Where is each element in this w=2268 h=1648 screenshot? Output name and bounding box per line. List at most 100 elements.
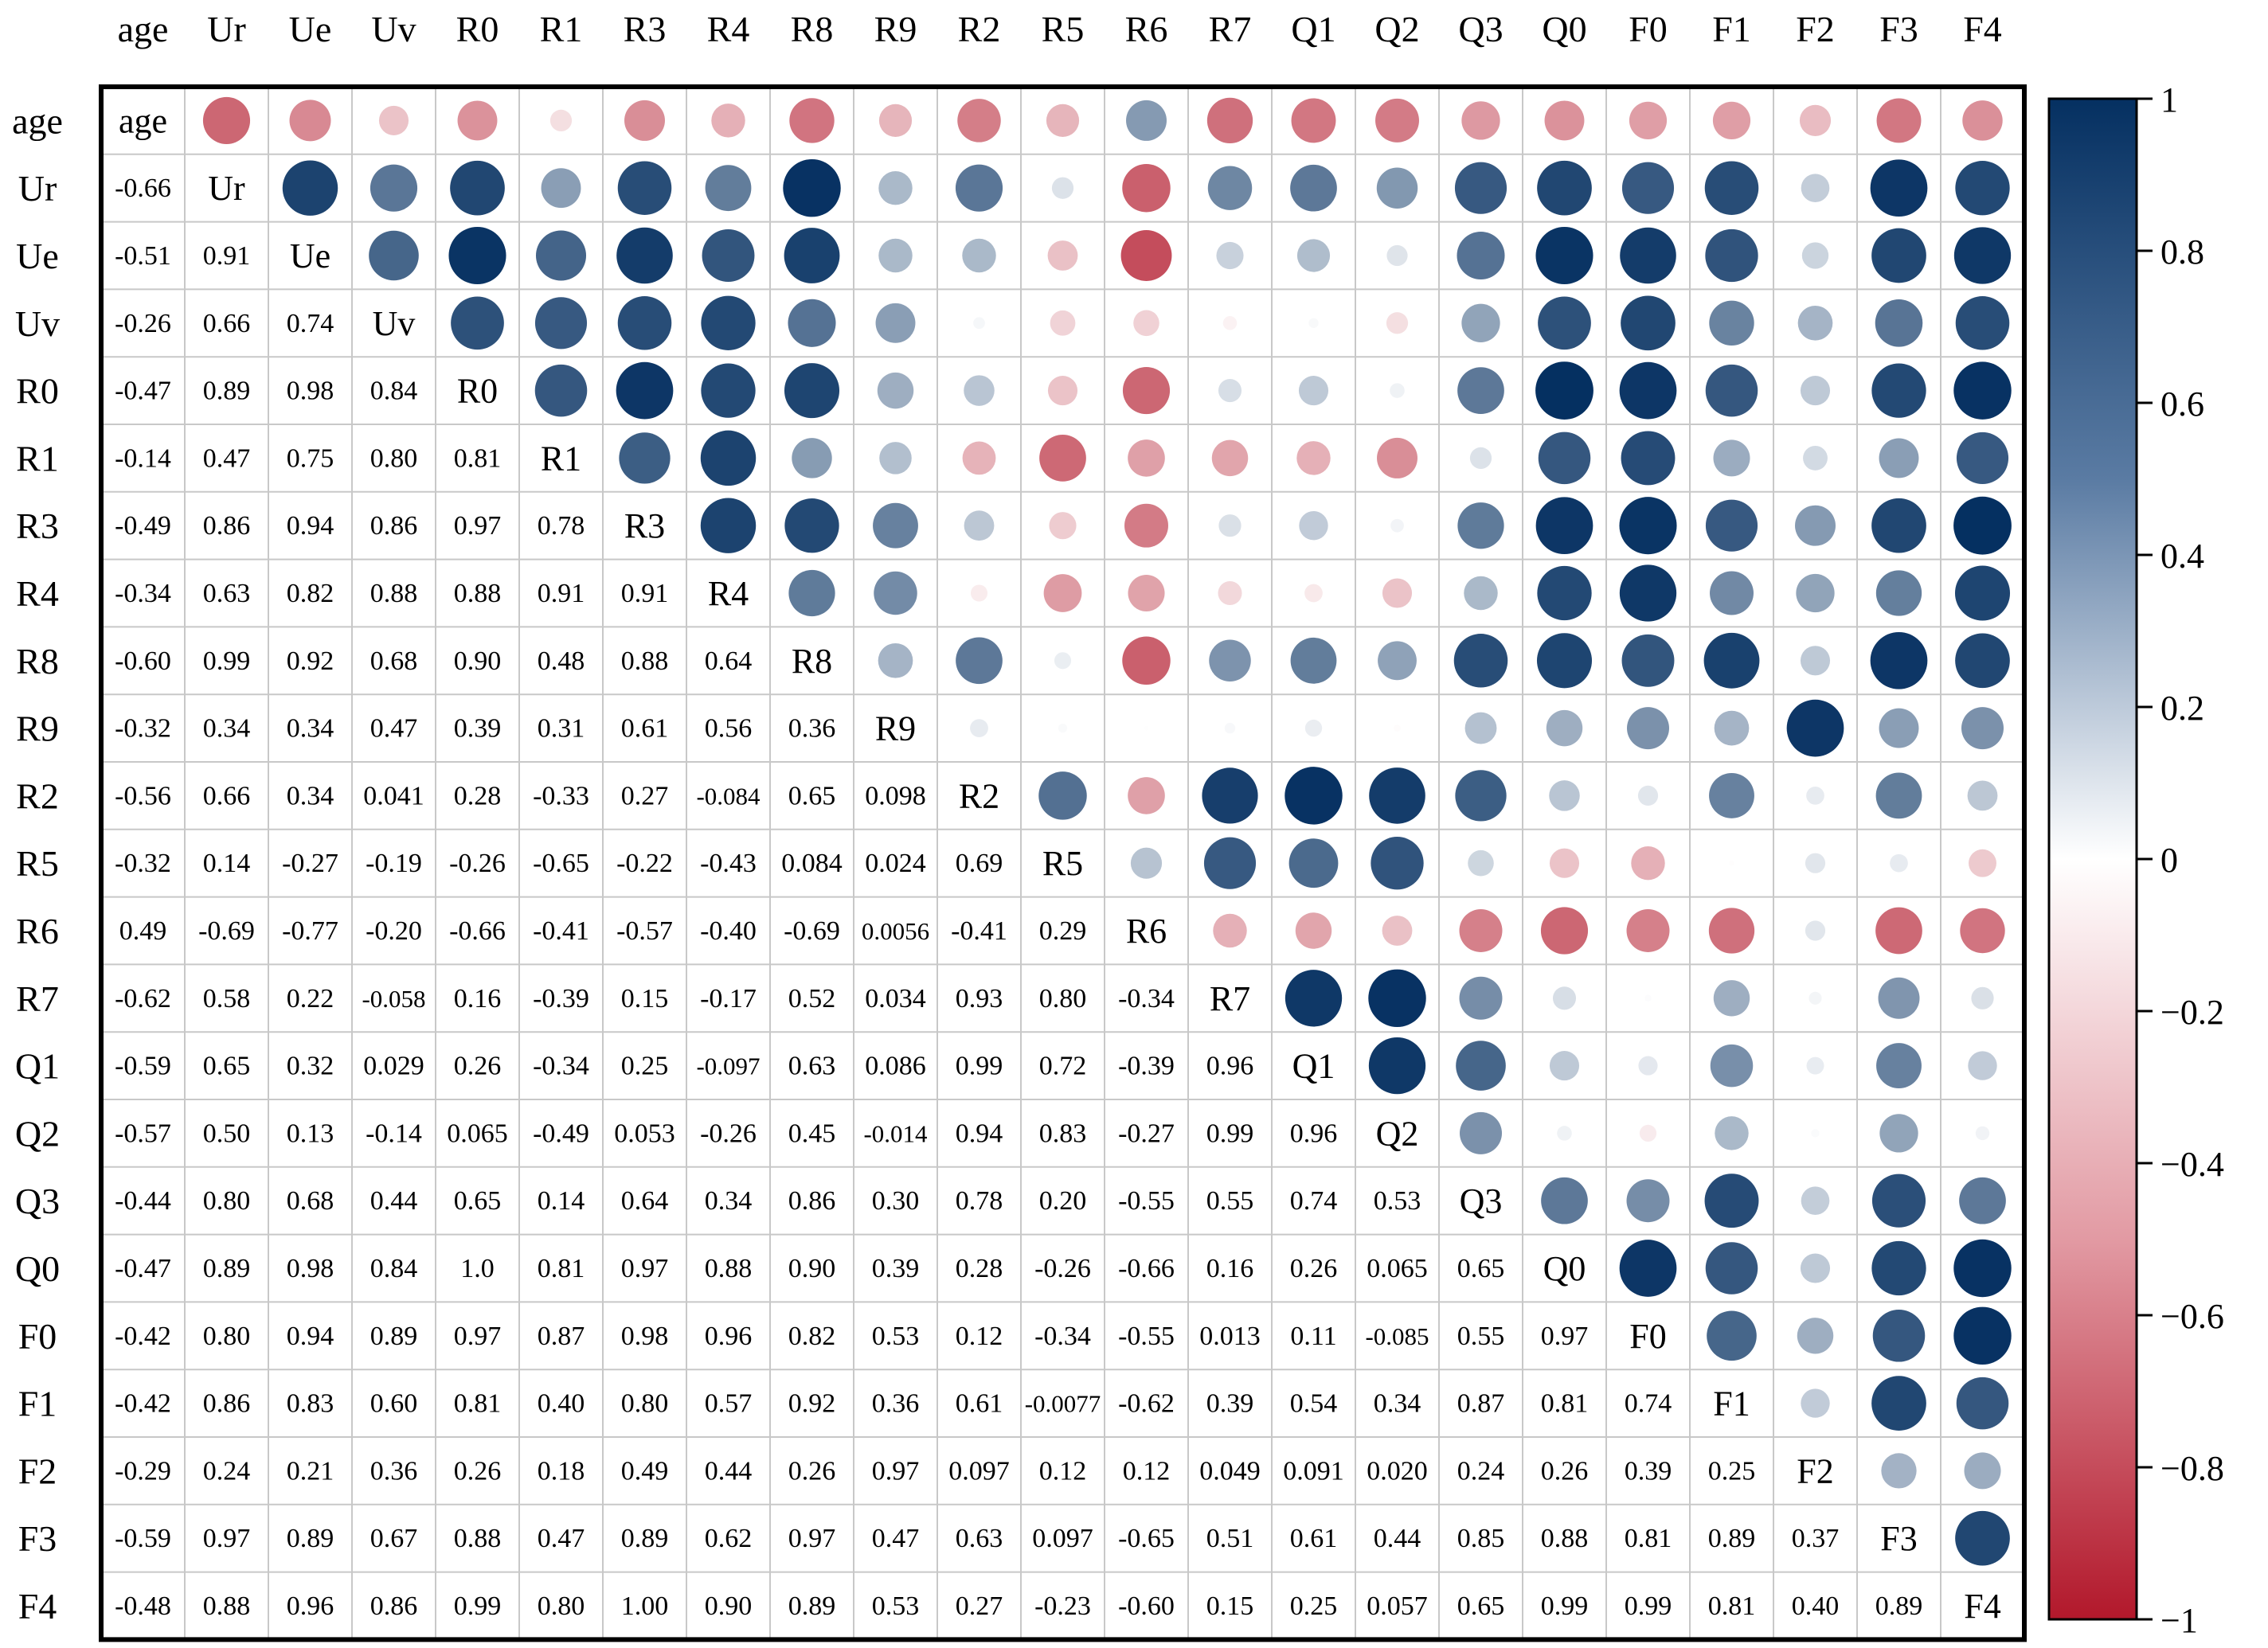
correlation-circle [1795,505,1836,546]
correlation-circle [1705,364,1758,417]
correlation-value: -0.56 [115,781,171,810]
correlation-value: 0.96 [287,1591,334,1621]
correlation-value: 0.99 [956,1052,1003,1081]
correlation-circle [1875,299,1923,347]
correlation-circle [282,160,338,216]
correlation-value: 0.88 [705,1254,753,1283]
correlation-value: 0.65 [203,1052,251,1081]
correlation-circle [973,317,985,330]
correlation-value: -0.40 [700,916,757,946]
correlation-value: -0.51 [115,241,171,271]
correlation-value: 0.21 [287,1456,334,1486]
row-label-age: age [12,100,63,141]
diagonal-label: R6 [1126,912,1167,951]
diagonal-label: Uv [373,304,416,343]
correlation-circle [1619,1240,1677,1297]
correlation-value: 1.00 [621,1591,669,1621]
correlation-value: 0.65 [788,781,836,810]
correlation-value: -0.33 [533,781,589,810]
correlation-circle [1549,1051,1580,1081]
colorbar-ticks: 1 0.8 0.6 0.4 0.2 0 −0.2 −0.4 −0.6 −0.8 −1 [2137,80,2224,1640]
correlation-circle [1881,1453,1917,1489]
column-label-r9: R9 [874,9,917,49]
correlation-circle [1870,159,1928,217]
column-label-f0: F0 [1629,9,1668,49]
correlation-circle [624,100,665,141]
correlation-value: -0.59 [115,1052,171,1081]
correlation-circle [1639,1124,1657,1142]
correlation-circle [378,105,409,135]
correlation-value: 0.99 [1541,1591,1589,1621]
correlation-value: -0.085 [1365,1322,1429,1350]
correlation-circle [878,103,913,137]
correlation-value: 0.97 [454,1322,502,1351]
correlation-circle [1871,228,1926,283]
row-label-q1: Q1 [15,1046,60,1087]
correlation-value: -0.55 [1118,1322,1175,1351]
diagonal-label: Q2 [1376,1114,1419,1153]
correlation-circle [701,295,756,350]
correlation-circle [289,100,331,142]
correlation-value: 0.88 [370,579,418,608]
correlation-circle [1549,780,1580,811]
correlation-circle [1801,242,1829,269]
correlation-circle [1058,723,1068,733]
column-label-r2: R2 [958,9,1001,49]
correlation-value: -0.39 [533,984,589,1013]
correlation-circle [450,160,505,216]
correlation-value: 0.15 [621,984,669,1013]
row-label-q2: Q2 [15,1113,60,1154]
correlation-circle [1806,1056,1824,1075]
correlation-circle [1619,361,1677,420]
correlation-value: 0.34 [287,714,334,744]
row-label-uv: Uv [15,303,60,344]
correlation-circle [1971,986,1994,1009]
column-label-r1: R1 [540,9,583,49]
correlation-circle [1288,838,1339,888]
correlation-circle [1456,1041,1506,1091]
correlation-value: 0.47 [370,714,418,744]
correlation-circle [878,170,913,205]
correlation-circle [1378,641,1417,681]
correlation-value: 0.14 [203,849,251,878]
correlation-value: 0.36 [788,714,836,744]
correlation-circle [1538,432,1591,485]
correlation-value: 0.87 [538,1322,585,1351]
correlation-value: 0.25 [621,1052,669,1081]
correlation-circle [1801,1186,1830,1216]
correlation-value: 0.86 [788,1186,836,1216]
correlation-circle [1705,499,1758,552]
correlation-circle [369,230,419,281]
correlation-value: 0.92 [287,646,334,676]
correlation-value: 0.80 [203,1186,251,1216]
correlation-value: 0.024 [865,849,926,878]
correlation-value: -0.26 [449,849,506,878]
correlation-value: 0.020 [1367,1456,1428,1486]
correlation-circle [1382,578,1413,608]
row-label-r5: R5 [16,843,59,884]
correlation-value: 0.89 [370,1322,418,1351]
row-label-f3: F3 [18,1518,57,1559]
correlation-circle [1962,100,2003,141]
correlation-value: 0.065 [447,1119,508,1148]
correlation-value: 0.12 [956,1322,1003,1351]
correlation-value: 0.56 [705,714,753,744]
correlation-value: 0.20 [1039,1186,1087,1216]
correlation-value: -0.47 [115,1254,171,1283]
correlation-circle [1644,994,1652,1002]
correlation-circle [1961,707,2004,750]
correlation-circle [1540,907,1589,955]
correlation-circle [1457,367,1504,414]
correlation-value: 0.81 [1625,1524,1672,1553]
correlation-circle [1786,699,1844,757]
correlation-value: 0.81 [454,443,502,473]
correlation-value: 0.74 [287,309,334,338]
correlation-circle [1626,909,1670,952]
correlation-circle [1800,646,1831,676]
correlation-value: 0.25 [1708,1456,1756,1486]
correlation-value: 0.52 [788,984,836,1013]
row-label-r3: R3 [16,506,59,546]
correlation-value: -0.19 [366,849,422,878]
correlation-value: 0.89 [1875,1591,1923,1621]
axis-labels: age Ur Ue Uv R0 R1 R3 R4 R8 R9 R2 R5 R6 R7 Q1 Q2 Q3 Q0 F0 F… [12,9,2002,1627]
